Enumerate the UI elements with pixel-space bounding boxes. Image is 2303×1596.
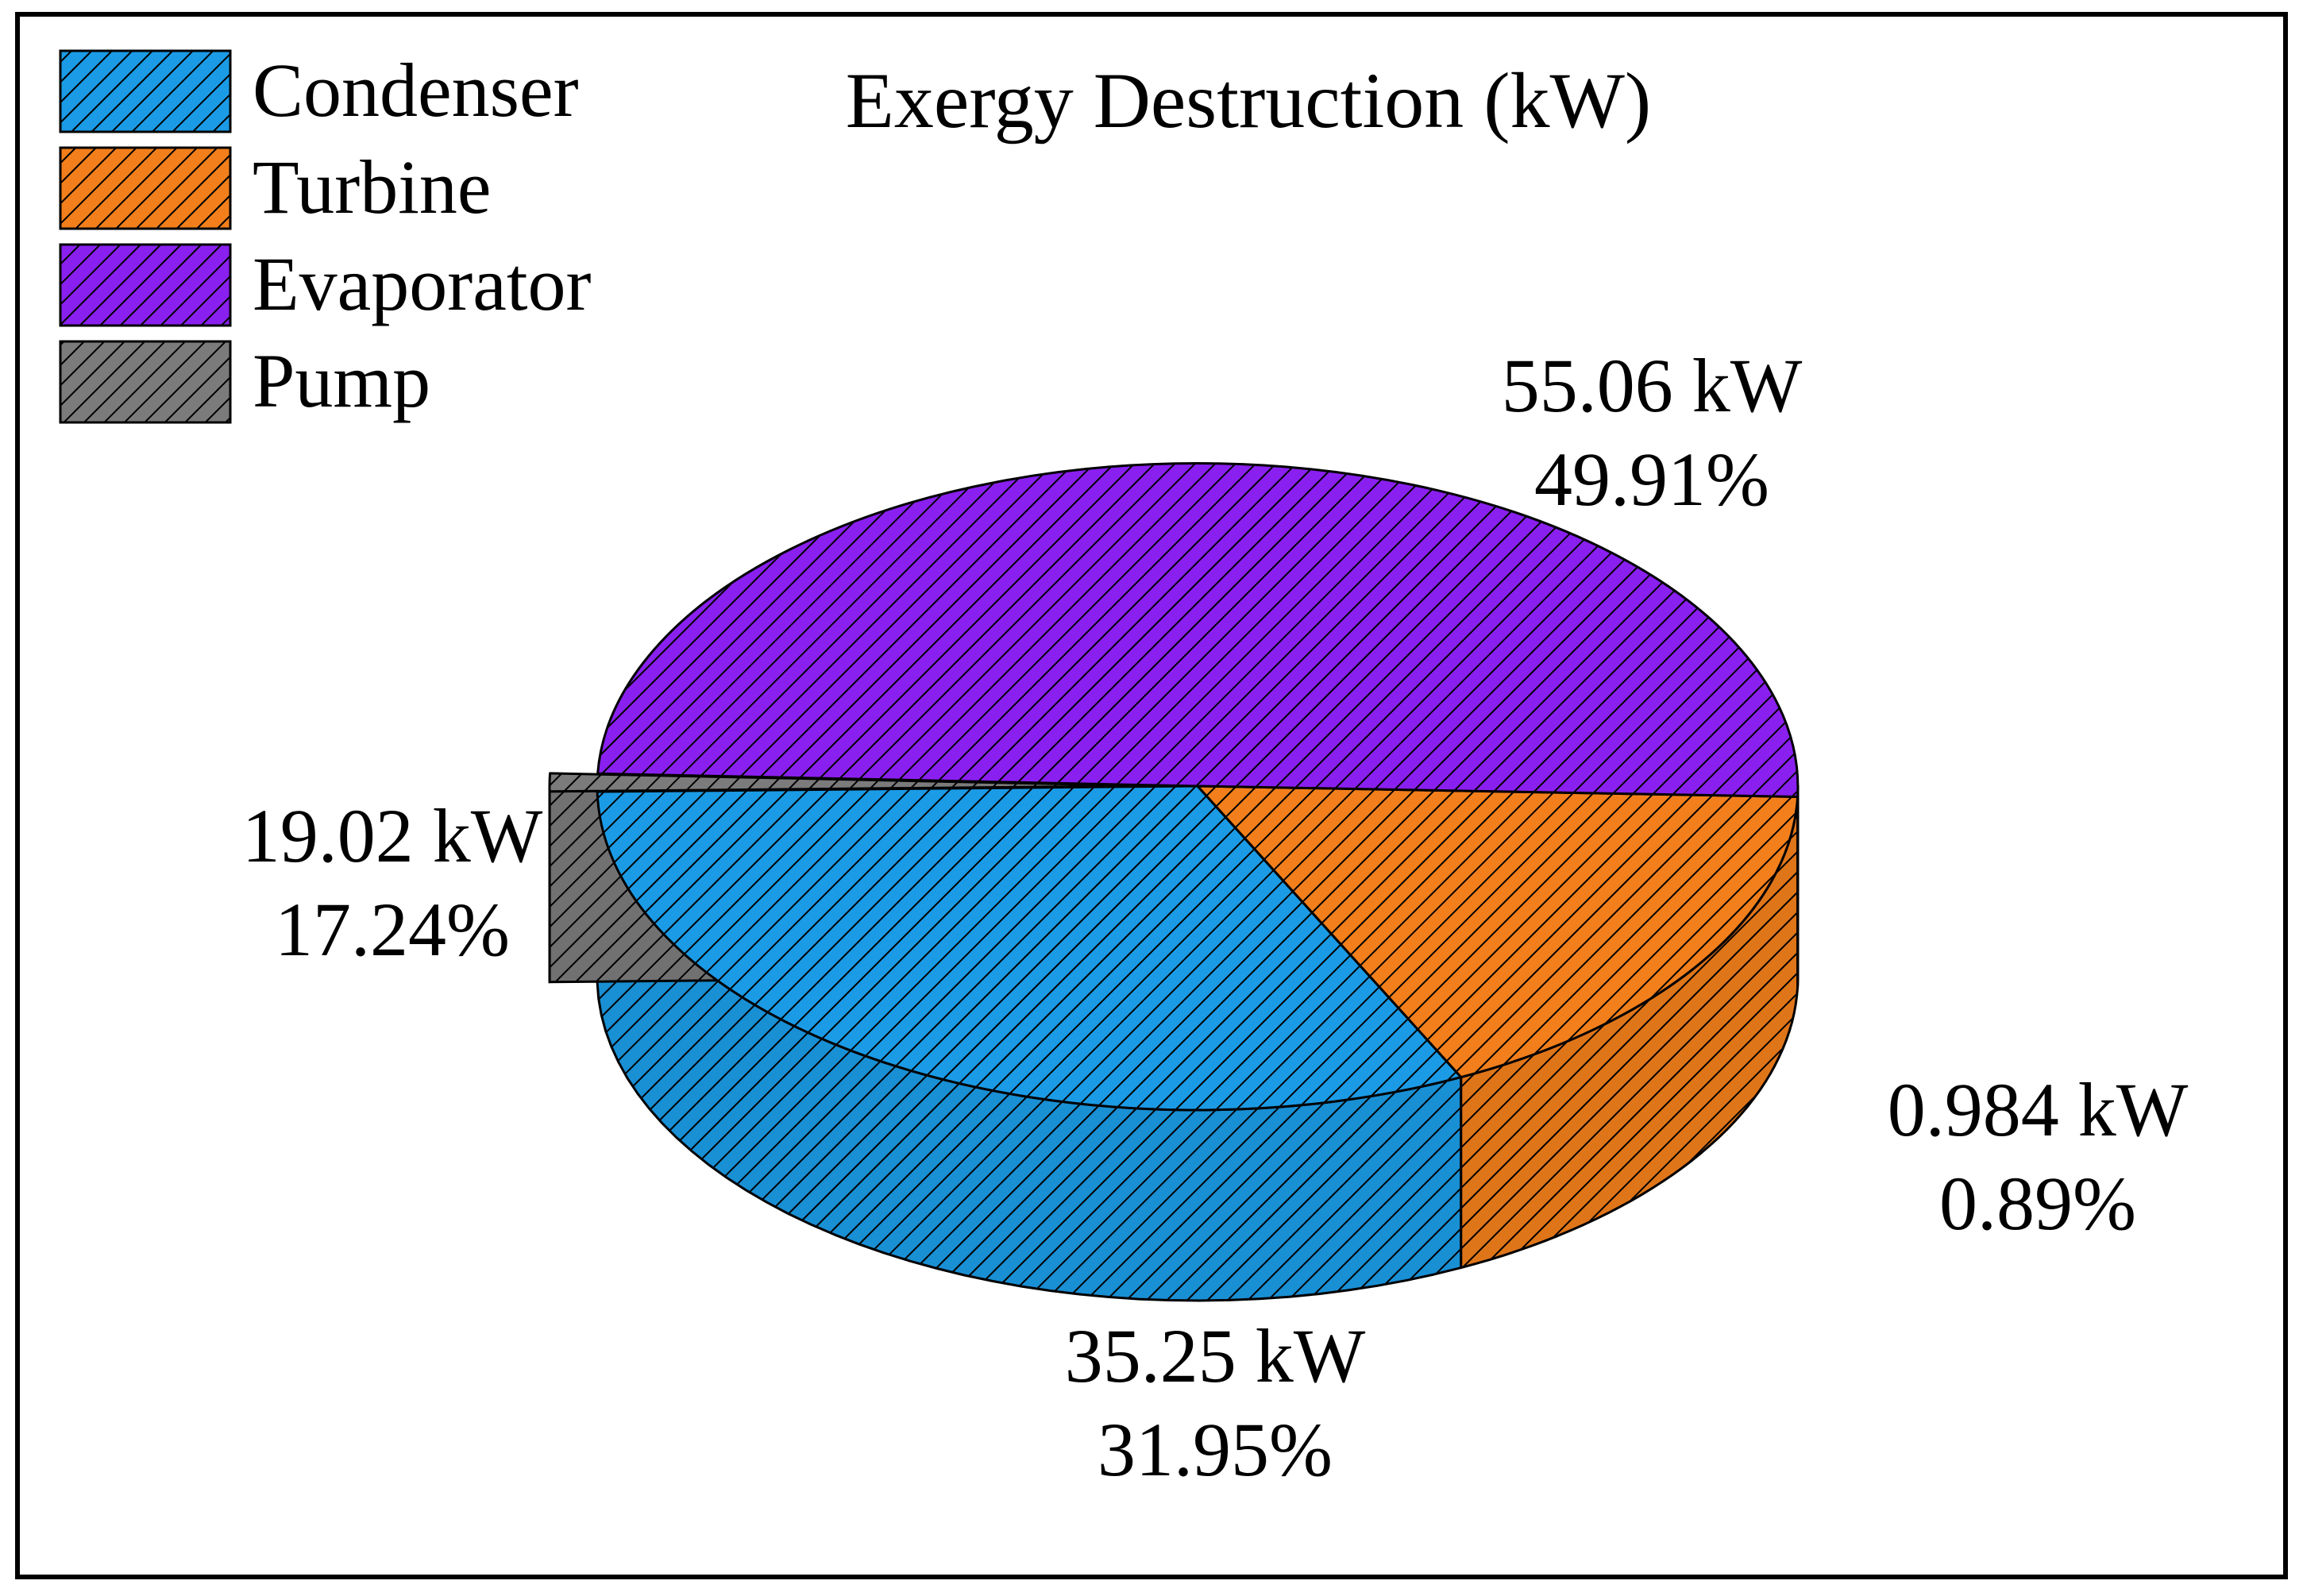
pie-slice-pump <box>548 772 1152 793</box>
legend-swatch-evaporator <box>59 243 232 327</box>
legend-label-condenser: Condenser <box>253 48 579 133</box>
percent-label-condenser: 31.95% <box>1097 1407 1333 1492</box>
legend-swatch-pump <box>59 340 232 424</box>
value-label-pump: 0.984 kW <box>1888 1067 2189 1152</box>
percent-label-turbine: 17.24% <box>275 887 510 972</box>
value-label-condenser: 35.25 kW <box>1065 1313 1366 1398</box>
legend-label-pump: Pump <box>253 338 430 423</box>
pie-slice-evaporator <box>596 462 1800 798</box>
chart-title: Exergy Destruction (kW) <box>846 56 1652 145</box>
data-labels: 35.25 kW 31.95% 19.02 kW 17.24% 55.06 kW 49.9… <box>242 343 2189 1492</box>
pie-slice-turbine <box>1196 785 1800 1079</box>
value-label-turbine: 19.02 kW <box>242 793 543 878</box>
legend-swatch-condenser <box>59 49 232 133</box>
pie-slice-condenser <box>596 785 1463 1112</box>
legend-swatch-turbine <box>59 146 232 230</box>
legend-label-evaporator: Evaporator <box>253 241 592 326</box>
percent-label-pump: 0.89% <box>1939 1161 2136 1246</box>
percent-label-evaporator: 49.91% <box>1534 437 1769 522</box>
legend-label-turbine: Turbine <box>253 145 492 229</box>
legend: Condenser Turbine Evaporator Pump <box>59 48 592 424</box>
value-label-evaporator: 55.06 kW <box>1502 343 1803 428</box>
pie-slices <box>548 462 1800 1302</box>
